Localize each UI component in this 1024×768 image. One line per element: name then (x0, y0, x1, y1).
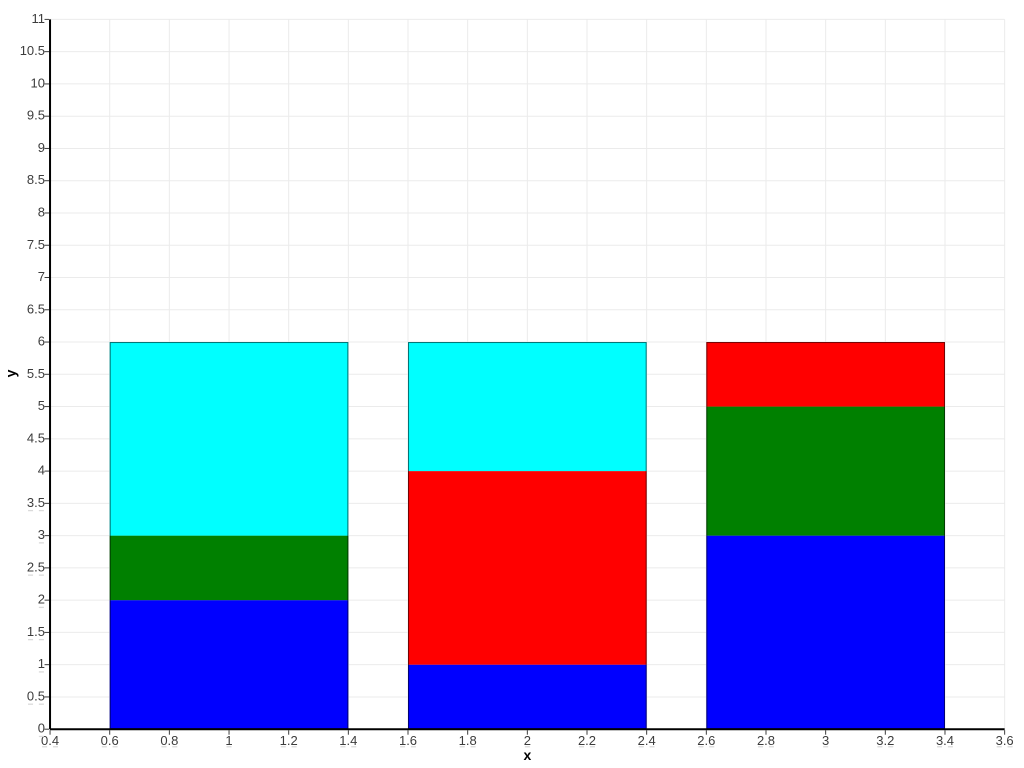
svg-text:2.8: 2.8 (757, 733, 775, 748)
svg-text:3.2: 3.2 (876, 733, 894, 748)
svg-text:0.4: 0.4 (41, 733, 59, 748)
svg-text:3.4: 3.4 (936, 733, 954, 748)
svg-text:7: 7 (38, 269, 45, 284)
svg-text:1.4: 1.4 (339, 733, 357, 748)
svg-text:6.5: 6.5 (27, 301, 45, 316)
svg-text:2.2: 2.2 (578, 733, 596, 748)
svg-text:y: y (3, 369, 19, 377)
svg-text:3.5: 3.5 (27, 495, 45, 510)
svg-text:5: 5 (38, 398, 45, 413)
svg-text:1: 1 (38, 656, 45, 671)
svg-text:4.5: 4.5 (27, 430, 45, 445)
svg-text:x: x (523, 747, 531, 763)
svg-text:10.5: 10.5 (20, 43, 45, 58)
svg-text:3.6: 3.6 (996, 733, 1014, 748)
svg-text:0.6: 0.6 (101, 733, 119, 748)
svg-text:2.6: 2.6 (697, 733, 715, 748)
svg-text:0.8: 0.8 (160, 733, 178, 748)
svg-text:1.5: 1.5 (27, 624, 45, 639)
svg-text:1.2: 1.2 (280, 733, 298, 748)
svg-text:10: 10 (31, 75, 45, 90)
svg-text:9: 9 (38, 140, 45, 155)
svg-text:2: 2 (38, 592, 45, 607)
svg-text:7.5: 7.5 (27, 237, 45, 252)
svg-text:1.8: 1.8 (459, 733, 477, 748)
svg-text:2.5: 2.5 (27, 559, 45, 574)
svg-text:9.5: 9.5 (27, 108, 45, 123)
svg-text:0: 0 (38, 721, 45, 736)
svg-text:1.6: 1.6 (399, 733, 417, 748)
svg-text:1: 1 (225, 733, 232, 748)
svg-text:11: 11 (32, 11, 46, 26)
svg-text:5.5: 5.5 (27, 366, 45, 381)
svg-text:8: 8 (38, 204, 45, 219)
svg-text:2: 2 (524, 733, 531, 748)
svg-text:8.5: 8.5 (27, 172, 45, 187)
svg-text:0.5: 0.5 (27, 688, 45, 703)
svg-text:4: 4 (38, 463, 45, 478)
svg-text:3: 3 (38, 527, 45, 542)
svg-text:2.4: 2.4 (638, 733, 656, 748)
svg-text:6: 6 (38, 334, 45, 349)
svg-text:3: 3 (822, 733, 829, 748)
